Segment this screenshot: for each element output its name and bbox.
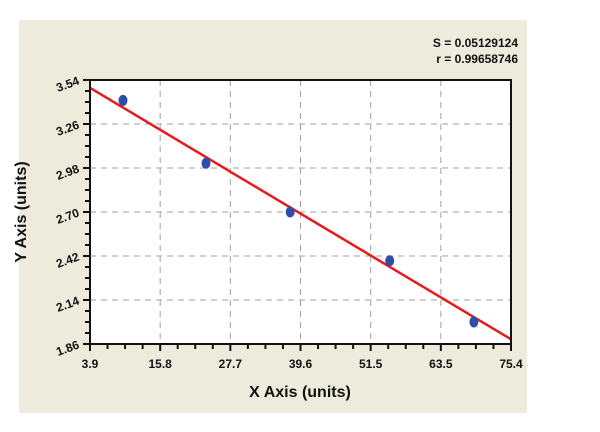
plot-frame — [89, 79, 512, 345]
data-points — [118, 94, 479, 328]
fit-statistics: S = 0.05129124 r = 0.99658746 — [433, 35, 518, 67]
data-point — [285, 206, 295, 218]
gridlines — [90, 80, 511, 344]
y-tick-label: 3.54 — [54, 74, 81, 95]
y-axis-label: Y Axis (units) — [13, 161, 30, 263]
y-tick-label: 2.70 — [54, 206, 81, 227]
x-tick-label: 63.5 — [429, 357, 453, 371]
x-tick-label: 39.6 — [289, 357, 313, 371]
data-point — [385, 255, 395, 267]
y-tick-label: 2.42 — [54, 250, 81, 271]
plot-border — [89, 79, 512, 345]
x-tick-label: 15.8 — [148, 357, 172, 371]
y-tick-label: 1.86 — [54, 338, 81, 359]
x-tick-label: 3.9 — [82, 357, 99, 371]
data-point — [118, 94, 128, 106]
data-point — [201, 157, 211, 169]
x-axis-label: X Axis (units) — [249, 384, 351, 401]
r-value: r = 0.99658746 — [436, 52, 518, 66]
x-tick-label: 27.7 — [219, 357, 243, 371]
y-tick-label: 2.14 — [54, 294, 81, 315]
regression-line — [89, 86, 512, 341]
y-tick-label: 2.98 — [54, 162, 81, 183]
s-value: S = 0.05129124 — [432, 36, 518, 50]
x-tick-label: 51.5 — [359, 357, 383, 371]
data-point — [469, 316, 479, 328]
x-tick-label: 75.4 — [499, 357, 523, 371]
y-tick-label: 3.26 — [54, 118, 81, 139]
fit-line — [89, 86, 512, 341]
